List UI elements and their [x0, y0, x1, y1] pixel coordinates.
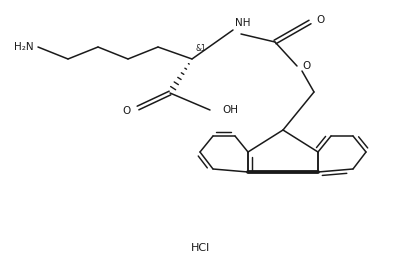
Text: O: O — [316, 15, 324, 25]
Text: H₂N: H₂N — [14, 42, 34, 52]
Text: O: O — [123, 106, 131, 116]
Text: NH: NH — [235, 18, 250, 28]
Text: &1: &1 — [195, 44, 206, 53]
Text: O: O — [302, 61, 310, 71]
Text: OH: OH — [222, 105, 238, 115]
Text: HCl: HCl — [190, 243, 210, 253]
